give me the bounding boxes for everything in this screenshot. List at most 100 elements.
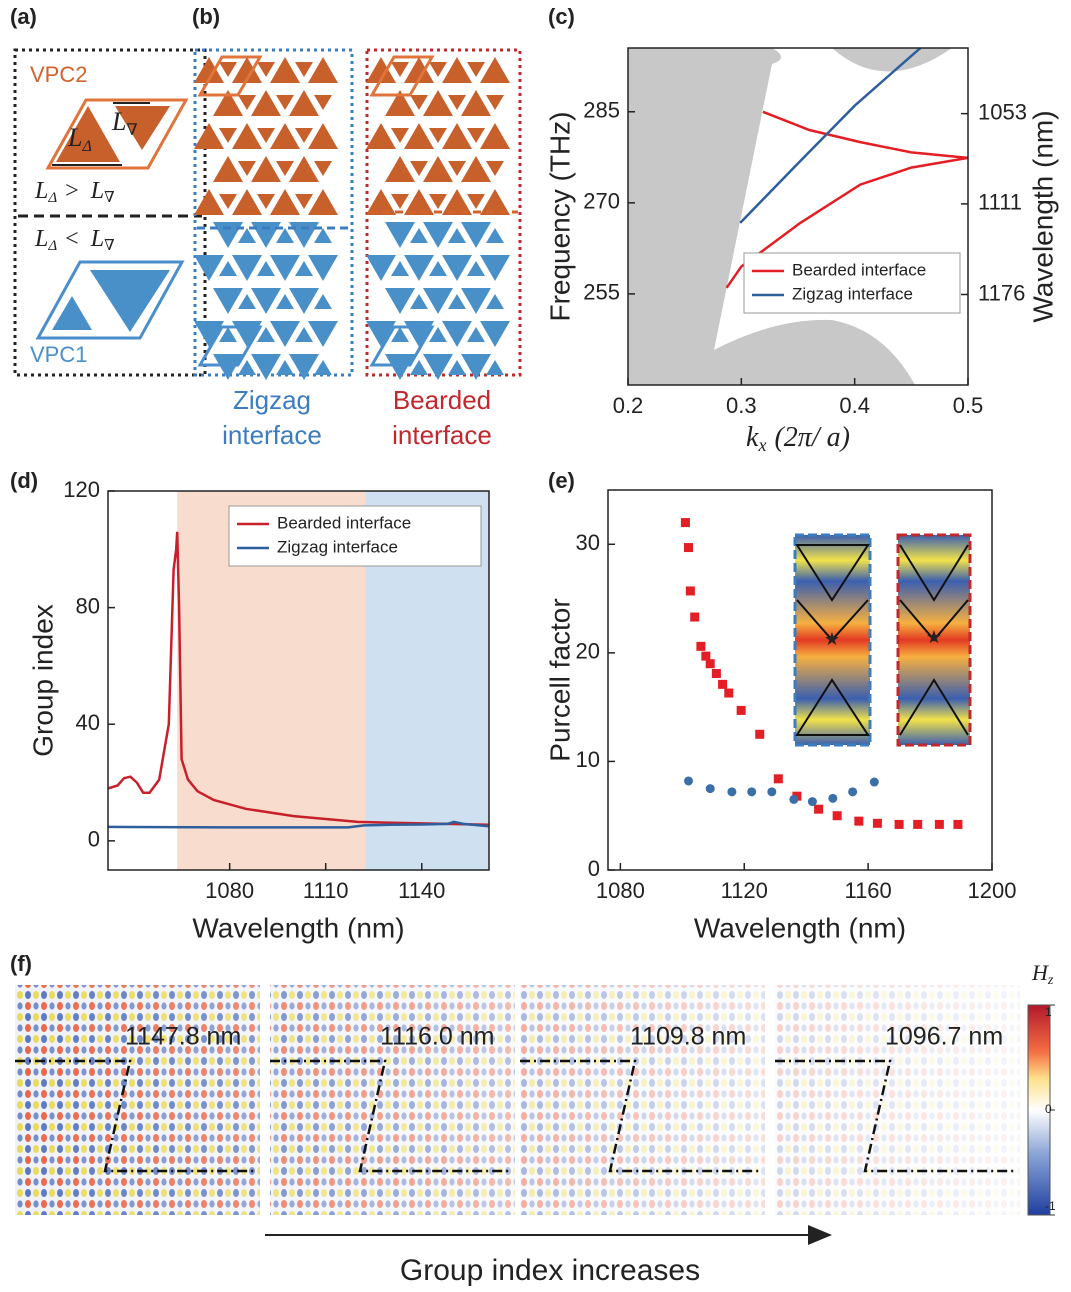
triangle (486, 161, 504, 176)
triangle (461, 222, 491, 248)
triangle (480, 123, 510, 149)
triangle (480, 57, 510, 83)
triangle (270, 57, 300, 83)
point (913, 820, 922, 829)
triangle (270, 255, 300, 281)
triangle (486, 360, 504, 375)
x-tick-label: 0.4 (839, 393, 870, 418)
x-tick-label: 1080 (205, 878, 254, 903)
zigzag-label: Zigzag (233, 385, 311, 415)
triangle (442, 321, 472, 347)
x-tick-label: 1160 (844, 878, 891, 903)
point (808, 797, 817, 806)
x-axis-label-part: k (746, 422, 759, 453)
triangle (314, 360, 332, 375)
triangle (480, 255, 510, 281)
triangle (289, 90, 319, 116)
x-tick-label: 1200 (968, 878, 1017, 903)
legend-label: Bearded interface (277, 513, 411, 532)
triangle (276, 161, 294, 176)
x-tick-label: 1140 (398, 878, 445, 903)
y-axis-label: Frequency (THz) (544, 111, 575, 321)
bulk-band (628, 48, 915, 385)
legend-label: Zigzag interface (792, 284, 913, 303)
point (747, 787, 756, 796)
triangle (219, 128, 237, 143)
emitter: ★ (824, 629, 840, 649)
triangle (295, 261, 313, 276)
triangle (442, 57, 472, 83)
triangle (366, 123, 396, 149)
x-tick-label: 0.5 (953, 393, 984, 418)
figure: (a) (b) (c) (d) (e) (f) VPC2 LΔ L∇ LΔ>L∇… (0, 0, 1071, 1292)
triangle (219, 62, 237, 77)
triangle (467, 128, 485, 143)
triangle (391, 128, 409, 143)
legend-label: Zigzag interface (277, 537, 398, 556)
x-axis-label: Wavelength (nm) (694, 912, 906, 943)
triangle (295, 194, 313, 209)
triangle (232, 189, 262, 215)
triangle (314, 161, 332, 176)
point (755, 730, 764, 739)
y-tick-label: 20 (576, 639, 600, 664)
triangle (213, 222, 243, 248)
triangle (276, 294, 294, 309)
point (706, 784, 715, 793)
triangle (366, 255, 396, 281)
triangle (448, 360, 466, 375)
x-tick-label: 0.2 (613, 393, 644, 418)
triangle (289, 288, 319, 314)
triangle (423, 222, 453, 248)
triangle (423, 354, 453, 380)
triangle (314, 95, 332, 110)
point (895, 820, 904, 829)
arrow-label: Group index increases (400, 1254, 700, 1287)
x-axis-label: Wavelength (nm) (192, 912, 404, 943)
field-insets: ★ ★ (795, 535, 970, 745)
colorbar-tick-label: -1 (1045, 1199, 1056, 1213)
point (767, 787, 776, 796)
triangle (251, 354, 281, 380)
field-fade (15, 985, 260, 1215)
y2-axis-label: Wavelength (nm) (1027, 110, 1058, 322)
panel-label: (e) (548, 468, 575, 493)
vpc2-label: VPC2 (30, 62, 87, 87)
triangle (257, 194, 275, 209)
triangle (314, 228, 332, 243)
triangle (219, 261, 237, 276)
y-tick-label: 80 (76, 593, 100, 618)
triangle (480, 321, 510, 347)
zigzag-label: interface (222, 420, 322, 450)
wavelength-label: 1109.8 nm (630, 1023, 746, 1051)
x-tick-label: 1120 (721, 878, 768, 903)
triangle (467, 62, 485, 77)
point (814, 805, 823, 814)
triangle (276, 228, 294, 243)
triangle (194, 189, 224, 215)
triangle (270, 321, 300, 347)
point (718, 680, 727, 689)
triangle (410, 95, 428, 110)
point (690, 613, 699, 622)
x-axis-label: kx(2π/ a) (746, 422, 850, 455)
triangle (442, 255, 472, 281)
triangle (442, 123, 472, 149)
panel-label: (c) (548, 4, 575, 29)
bulk-band (832, 48, 952, 72)
triangle (448, 228, 466, 243)
triangle (448, 95, 466, 110)
point (774, 774, 783, 783)
triangle (410, 228, 428, 243)
vpc1-label: VPC1 (30, 342, 87, 367)
point (686, 586, 695, 595)
point (712, 669, 721, 678)
y2-tick-label: 1111 (978, 190, 1022, 215)
triangle (467, 261, 485, 276)
point (828, 794, 837, 803)
triangle (308, 123, 338, 149)
panel-b: Zigzag interface Bearded interface (194, 50, 520, 450)
triangle (410, 294, 428, 309)
